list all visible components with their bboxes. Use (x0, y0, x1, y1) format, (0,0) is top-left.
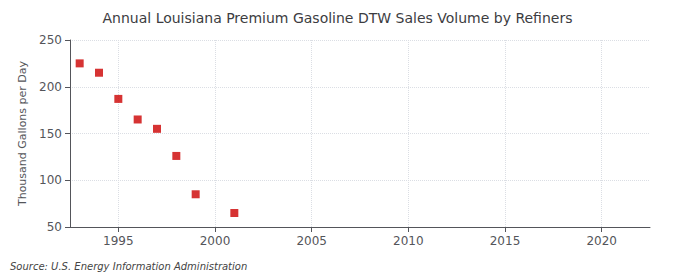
svg-text:2005: 2005 (296, 234, 327, 248)
svg-text:150: 150 (39, 127, 62, 141)
svg-text:2010: 2010 (393, 234, 424, 248)
svg-text:200: 200 (39, 80, 62, 94)
svg-text:Annual Louisiana Premium Gasol: Annual Louisiana Premium Gasoline DTW Sa… (103, 10, 573, 26)
svg-text:2020: 2020 (586, 234, 617, 248)
svg-text:50: 50 (47, 220, 62, 234)
svg-text:2000: 2000 (200, 234, 231, 248)
svg-text:2015: 2015 (490, 234, 521, 248)
svg-text:Source: U.S. Energy Informatio: Source: U.S. Energy Information Administ… (10, 261, 247, 272)
svg-text:250: 250 (39, 33, 62, 47)
svg-text:Thousand Gallons per Day: Thousand Gallons per Day (16, 60, 29, 207)
svg-text:100: 100 (39, 173, 62, 187)
svg-text:1995: 1995 (103, 234, 134, 248)
